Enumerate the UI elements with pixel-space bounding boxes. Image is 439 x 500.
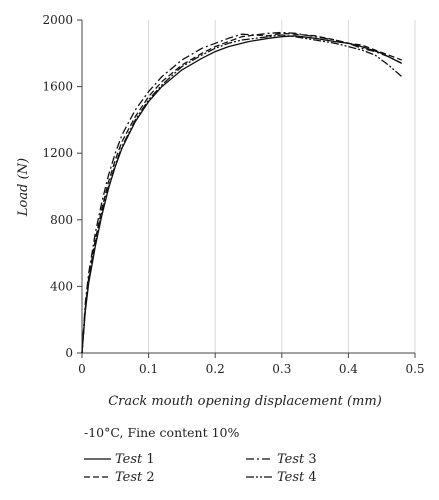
y-tick-label: 1200 [42, 146, 73, 160]
x-tick-label: 0.5 [405, 362, 424, 376]
x-tick-label: 0.4 [339, 362, 358, 376]
series-lines [81, 31, 403, 354]
legend-label-test-2: Test 2 [115, 470, 155, 485]
x-tick-label: 0.2 [206, 362, 225, 376]
y-tick-label: 0 [65, 346, 73, 360]
series-line-test-4 [81, 34, 403, 354]
y-tick-label: 2000 [42, 13, 73, 27]
series-line-test-1 [81, 35, 402, 354]
grid [148, 20, 416, 353]
axes: 0 0.1 0.2 0.3 0.4 0.5 0 400 800 1200 1600 2000 [42, 13, 424, 376]
series-line-test-2 [81, 32, 402, 354]
y-tick-label: 400 [50, 279, 73, 293]
legend: Test 1 Test 2 Test 3 Test 4 [84, 452, 317, 485]
x-tick-label: 0.3 [272, 362, 291, 376]
y-tick-label: 800 [50, 213, 73, 227]
y-tick-label: 1600 [42, 80, 73, 94]
y-axis-title: Load (N) [16, 158, 31, 217]
legend-label-test-1: Test 1 [115, 452, 155, 467]
legend-label-test-3: Test 3 [277, 452, 317, 467]
legend-label-test-4: Test 4 [277, 470, 317, 485]
condition-label: -10°C, Fine content 10% [84, 425, 239, 440]
series-line-test-3 [81, 31, 402, 354]
x-tick-label: 0 [78, 362, 86, 376]
x-tick-label: 0.1 [139, 362, 158, 376]
x-axis-title: Crack mouth opening displacement (mm) [108, 394, 382, 409]
